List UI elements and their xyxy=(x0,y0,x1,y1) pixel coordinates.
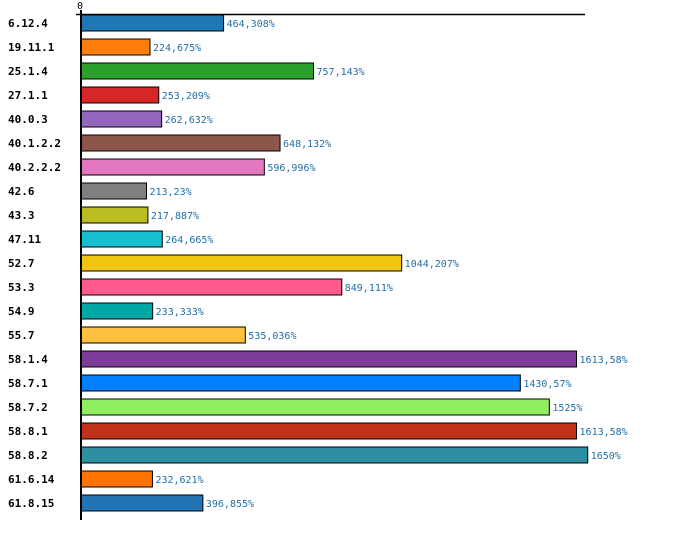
bar xyxy=(80,158,265,176)
value-label: 535,036% xyxy=(248,331,296,342)
value-label: 217,887% xyxy=(151,211,199,222)
value-label: 1613,58% xyxy=(580,427,628,438)
value-label: 1613,58% xyxy=(580,355,628,366)
bar xyxy=(80,326,246,344)
category-label: 58.8.1 xyxy=(8,425,48,438)
category-label: 58.1.4 xyxy=(8,353,48,366)
category-label: 54.9 xyxy=(8,305,35,318)
category-label: 52.7 xyxy=(8,257,35,270)
value-label: 213,23% xyxy=(149,187,191,198)
bar xyxy=(80,206,149,224)
value-label: 1044,207% xyxy=(405,259,459,270)
value-labels-group: 464,308% 224,675% 757,143% 253,209% 262,632%… xyxy=(149,19,627,510)
bar xyxy=(80,38,151,56)
value-label: 1430,57% xyxy=(523,379,571,390)
bar xyxy=(80,134,281,152)
category-label: 40.1.2.2 xyxy=(8,137,61,150)
category-label: 58.7.1 xyxy=(8,377,48,390)
bar xyxy=(80,446,589,464)
value-label: 757,143% xyxy=(317,67,365,78)
bars-group xyxy=(80,14,589,512)
category-label: 61.8.15 xyxy=(8,497,54,510)
category-label: 25.1.4 xyxy=(8,65,48,78)
value-label: 224,675% xyxy=(153,43,201,54)
bar xyxy=(80,278,343,296)
bar xyxy=(80,182,147,200)
category-label: 61.6.14 xyxy=(8,473,55,486)
value-label: 232,621% xyxy=(155,475,203,486)
value-label: 1650% xyxy=(591,451,621,462)
x-tick-label: 0 xyxy=(77,1,83,12)
value-label: 233,333% xyxy=(156,307,204,318)
bar xyxy=(80,62,315,80)
category-label: 43.3 xyxy=(8,209,35,222)
category-label: 27.1.1 xyxy=(8,89,48,102)
bar xyxy=(80,230,163,248)
bar xyxy=(80,422,578,440)
value-label: 464,308% xyxy=(227,19,275,30)
category-labels-group: 6.12.4 19.11.1 25.1.4 27.1.1 40.0.3 40.1.2.2 4… xyxy=(8,17,61,510)
value-label: 253,209% xyxy=(162,91,210,102)
category-label: 58.7.2 xyxy=(8,401,48,414)
category-label: 55.7 xyxy=(8,329,35,342)
category-label: 42.6 xyxy=(8,185,35,198)
bar xyxy=(80,350,578,368)
bar xyxy=(80,254,403,272)
category-label: 40.0.3 xyxy=(8,113,48,126)
category-label: 40.2.2.2 xyxy=(8,161,61,174)
bar xyxy=(80,14,225,32)
value-label: 648,132% xyxy=(283,139,331,150)
value-label: 396,855% xyxy=(206,499,254,510)
value-label: 596,996% xyxy=(267,163,315,174)
category-label: 47.11 xyxy=(8,233,41,246)
category-label: 58.8.2 xyxy=(8,449,48,462)
bar xyxy=(80,470,153,488)
value-label: 262,632% xyxy=(165,115,213,126)
value-label: 1525% xyxy=(552,403,582,414)
category-label: 6.12.4 xyxy=(8,17,48,30)
bar xyxy=(80,494,204,512)
bar xyxy=(80,86,160,104)
value-label: 264,665% xyxy=(165,235,213,246)
category-label: 19.11.1 xyxy=(8,41,55,54)
value-label: 849,111% xyxy=(345,283,393,294)
bar xyxy=(80,302,154,320)
bar xyxy=(80,110,163,128)
bar xyxy=(80,398,550,416)
bar xyxy=(80,374,521,392)
category-label: 53.3 xyxy=(8,281,35,294)
